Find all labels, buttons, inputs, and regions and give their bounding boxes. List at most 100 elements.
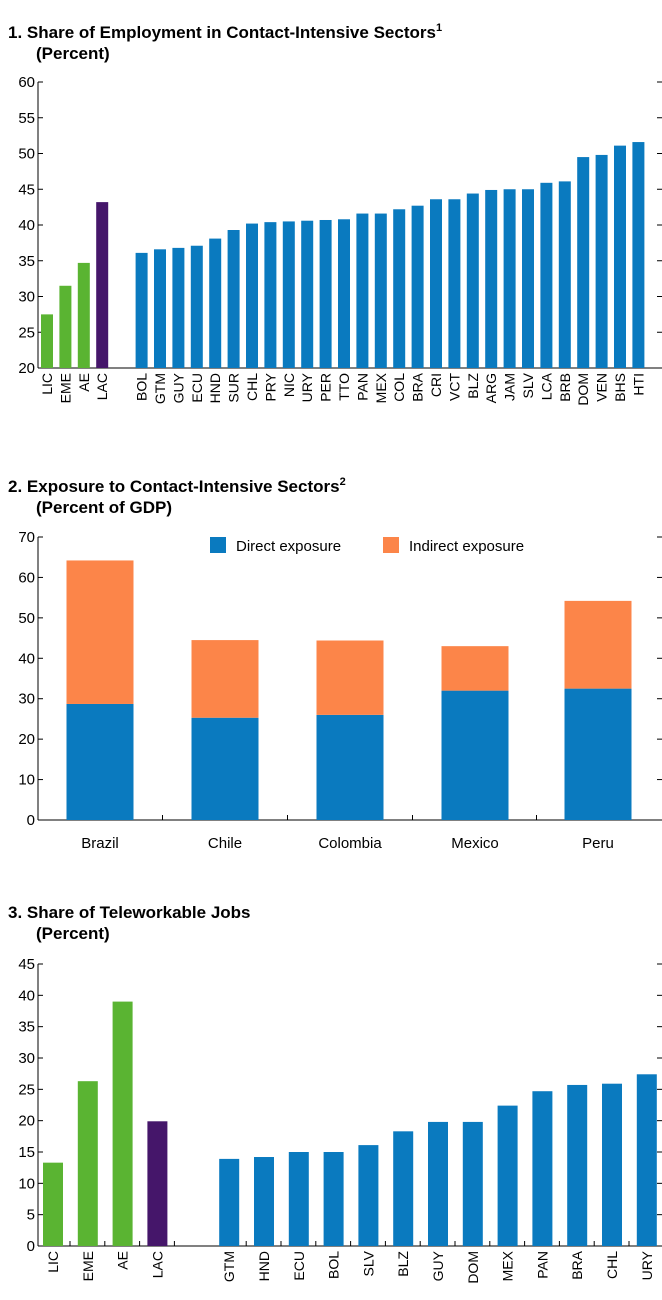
chart3-xtick-label: LAC	[149, 1251, 165, 1278]
chart1-xtick-label: MEX	[373, 372, 389, 403]
chart1-bar	[77, 262, 90, 368]
chart1-bar	[356, 213, 369, 368]
chart2-bar-segment	[441, 646, 509, 691]
chart1-bar	[632, 142, 645, 368]
chart1-xtick-label: PER	[318, 373, 334, 402]
chart1-xtick-label: PRY	[262, 372, 278, 401]
chart1-xtick-label: BRB	[557, 373, 573, 402]
chart1-bar	[227, 230, 240, 368]
chart3-xtick-label: HND	[256, 1251, 272, 1281]
chart3-title: 3. Share of Teleworkable Jobs	[8, 903, 251, 922]
chart3-xtick-label: MEX	[500, 1250, 516, 1281]
chart1-xtick-label: SLV	[520, 372, 536, 398]
chart2-ytick-label: 0	[27, 812, 35, 829]
chart3-bar	[112, 1001, 133, 1246]
chart1-title: 1. Share of Employment in Contact-Intens…	[8, 22, 442, 42]
chart1-xtick-label: HND	[207, 373, 223, 403]
chart1-xtick-label: VEN	[594, 373, 610, 402]
chart3-ytick-label: 35	[18, 1019, 35, 1036]
chart3-xtick-label: DOM	[465, 1251, 481, 1284]
chart1-xtick-label: CRI	[428, 373, 444, 397]
chart3-bar	[254, 1157, 274, 1246]
chart2-subtitle: (Percent of GDP)	[36, 498, 172, 517]
chart3-xtick-label: GTM	[221, 1251, 237, 1282]
chart1-ytick-label: 50	[18, 146, 35, 163]
chart1-xtick-label: PAN	[354, 373, 370, 401]
chart1-ytick-label: 60	[18, 74, 35, 91]
chart1-bar	[264, 222, 277, 368]
chart2-xtick-label: Colombia	[318, 835, 382, 852]
chart1-bar	[246, 223, 258, 368]
chart3-xtick-label: AE	[115, 1251, 131, 1270]
chart3-ytick-label: 45	[18, 956, 35, 973]
chart1-xtick-label: EME	[57, 373, 73, 403]
chart2-ytick-label: 70	[18, 529, 35, 546]
chart1-ytick-label: 30	[18, 289, 35, 306]
chart1-bar	[540, 182, 553, 368]
chart2-ytick-label: 50	[18, 610, 35, 627]
chart2-legend-swatch	[210, 537, 226, 553]
chart1-xtick-label: BRA	[410, 372, 426, 401]
chart3-ytick-label: 0	[27, 1238, 35, 1255]
chart2-title: 2. Exposure to Contact-Intensive Sectors…	[8, 476, 346, 496]
chart1-bar	[282, 221, 295, 368]
chart1-ytick-label: 25	[18, 324, 35, 341]
chart2-legend-label: Indirect exposure	[409, 538, 524, 555]
chart1-bar	[190, 245, 203, 368]
chart1-bar	[430, 199, 442, 368]
chart1-ytick-label: 35	[18, 253, 35, 270]
chart3-xtick-label: LIC	[45, 1251, 61, 1273]
chart1-bar	[135, 252, 148, 368]
chart3-bar	[497, 1105, 518, 1246]
chart1-subtitle: (Percent)	[36, 44, 110, 63]
chart1-xtick-label: LIC	[39, 373, 55, 395]
chart1-xtick-label: LCA	[538, 372, 554, 400]
chart3-bar	[288, 1152, 309, 1246]
chart2-ytick-label: 40	[18, 650, 35, 667]
chart3-xtick-label: GUY	[430, 1250, 446, 1281]
chart2-xtick-label: Chile	[208, 835, 242, 852]
chart1-bar	[319, 219, 332, 368]
chart1-xtick-label: GUY	[170, 372, 186, 403]
chart3-ytick-label: 5	[27, 1207, 35, 1224]
chart1-xtick-label: BHS	[612, 373, 628, 402]
chart3-xtick-label: BLZ	[395, 1251, 411, 1277]
chart1-bar	[558, 181, 571, 368]
chart1-ytick-label: 45	[18, 181, 35, 198]
chart1-xtick-label: BOL	[134, 373, 150, 401]
chart3-xtick-label: URY	[639, 1250, 655, 1280]
chart1-bar	[466, 193, 479, 368]
chart3-xtick-label: ECU	[291, 1251, 307, 1281]
chart2-ytick-label: 60	[18, 569, 35, 586]
chart3-bar	[219, 1158, 240, 1246]
chart3-ytick-label: 10	[18, 1175, 35, 1192]
chart3-ytick-label: 20	[18, 1113, 35, 1130]
chart2-bar-segment	[191, 640, 259, 718]
chart2-bar-segment	[66, 560, 134, 704]
chart3-bar	[358, 1145, 379, 1246]
chart2-ytick-label: 10	[18, 772, 35, 789]
chart1-xtick-label: CHL	[244, 373, 260, 401]
chart2-xtick-label: Peru	[582, 835, 614, 852]
chart3-bar	[636, 1074, 657, 1246]
chart1-xtick-label: URY	[299, 372, 315, 402]
chart1-xtick-label: ARG	[483, 373, 499, 403]
chart1-bar	[595, 154, 608, 368]
chart1-xtick-label: ECU	[189, 373, 205, 403]
chart1-xtick-label: DOM	[575, 373, 591, 406]
chart3-ytick-label: 25	[18, 1081, 35, 1098]
chart3-ytick-label: 40	[18, 987, 35, 1004]
chart1-xtick-label: HTI	[630, 373, 646, 396]
chart2-xtick-label: Mexico	[451, 835, 499, 852]
chart3-xtick-label: EME	[80, 1251, 96, 1281]
chart2-ytick-label: 30	[18, 691, 35, 708]
chart3-ytick-label: 30	[18, 1050, 35, 1067]
chart1-xtick-label: SUR	[226, 373, 242, 403]
chart1-bar	[41, 314, 53, 368]
chart1-ytick-label: 20	[18, 360, 35, 377]
chart2-bar-segment	[564, 688, 632, 820]
chart3-ytick-label: 15	[18, 1144, 35, 1161]
chart1-xtick-label: GTM	[152, 373, 168, 404]
chart1-xtick-label: BLZ	[465, 373, 481, 399]
